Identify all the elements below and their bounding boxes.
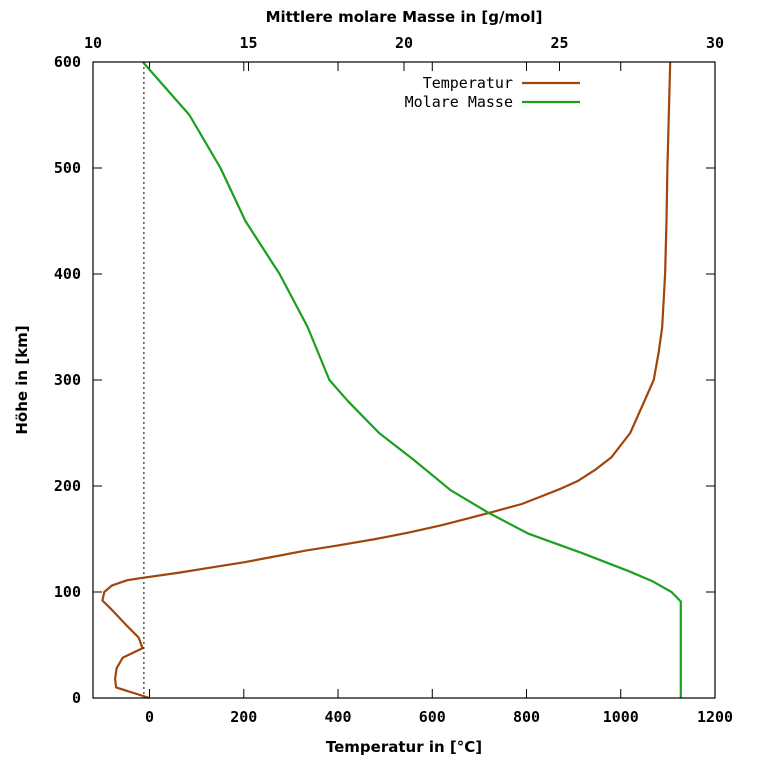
y-tick-label: 0 [72, 689, 81, 707]
x2-tick-label: 20 [395, 34, 413, 52]
x-tick-label: 1200 [697, 708, 733, 726]
x2-tick-label: 15 [239, 34, 257, 52]
x2-tick-label: 10 [84, 34, 102, 52]
x2-axis-label: Mittlere molare Masse in [g/mol] [266, 8, 543, 26]
y-tick-label: 600 [54, 53, 81, 71]
x2-tick-label: 30 [706, 34, 724, 52]
tick-marks [92, 61, 716, 699]
series-line-temperatur [101, 61, 672, 700]
plot-frame [92, 61, 716, 699]
legend-label: Temperatur [423, 74, 513, 92]
y-tick-label: 500 [54, 159, 81, 177]
x-tick-label: 800 [513, 708, 540, 726]
y-tick-label: 300 [54, 371, 81, 389]
y-tick-label: 200 [54, 477, 81, 495]
x2-tick-label: 25 [550, 34, 568, 52]
y-tick-label: 100 [54, 583, 81, 601]
y-tick-label: 400 [54, 265, 81, 283]
series-layer [101, 61, 682, 700]
x-axis-label: Temperatur in [°C] [326, 738, 482, 756]
series-line-molare-masse [141, 61, 682, 698]
x-tick-label: 600 [419, 708, 446, 726]
x-tick-label: 400 [324, 708, 351, 726]
x-tick-label: 1000 [603, 708, 639, 726]
y-axis-label: Höhe in [km] [13, 325, 31, 434]
x-tick-label: 0 [145, 708, 154, 726]
x-tick-label: 200 [230, 708, 257, 726]
legend-label: Molare Masse [405, 93, 513, 111]
